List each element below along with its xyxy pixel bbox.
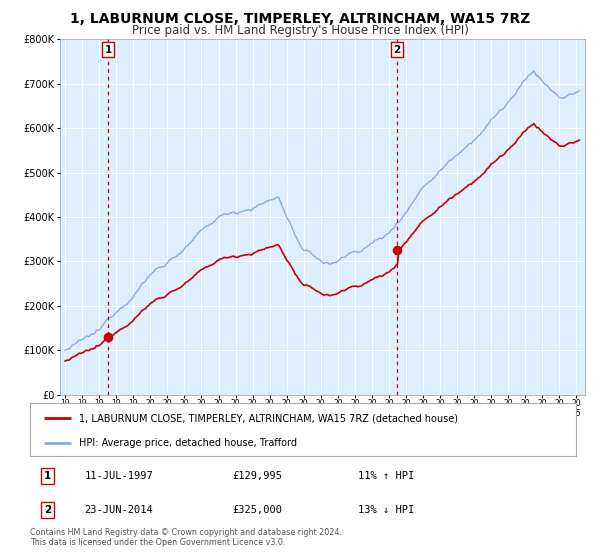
Text: £325,000: £325,000 xyxy=(232,505,282,515)
Text: £129,995: £129,995 xyxy=(232,471,282,481)
Text: 1, LABURNUM CLOSE, TIMPERLEY, ALTRINCHAM, WA15 7RZ (detached house): 1, LABURNUM CLOSE, TIMPERLEY, ALTRINCHAM… xyxy=(79,413,458,423)
Text: HPI: Average price, detached house, Trafford: HPI: Average price, detached house, Traf… xyxy=(79,438,297,448)
Text: 11% ↑ HPI: 11% ↑ HPI xyxy=(358,471,414,481)
Point xyxy=(392,246,402,255)
Text: 2: 2 xyxy=(394,45,401,54)
Point xyxy=(103,333,113,342)
Text: 13% ↓ HPI: 13% ↓ HPI xyxy=(358,505,414,515)
Text: Price paid vs. HM Land Registry's House Price Index (HPI): Price paid vs. HM Land Registry's House … xyxy=(131,24,469,36)
Text: 23-JUN-2014: 23-JUN-2014 xyxy=(85,505,154,515)
Text: 2: 2 xyxy=(44,505,51,515)
Text: 1: 1 xyxy=(44,471,51,481)
Text: 11-JUL-1997: 11-JUL-1997 xyxy=(85,471,154,481)
Text: 1: 1 xyxy=(104,45,112,54)
Text: Contains HM Land Registry data © Crown copyright and database right 2024.
This d: Contains HM Land Registry data © Crown c… xyxy=(30,528,342,548)
Text: 1, LABURNUM CLOSE, TIMPERLEY, ALTRINCHAM, WA15 7RZ: 1, LABURNUM CLOSE, TIMPERLEY, ALTRINCHAM… xyxy=(70,12,530,26)
